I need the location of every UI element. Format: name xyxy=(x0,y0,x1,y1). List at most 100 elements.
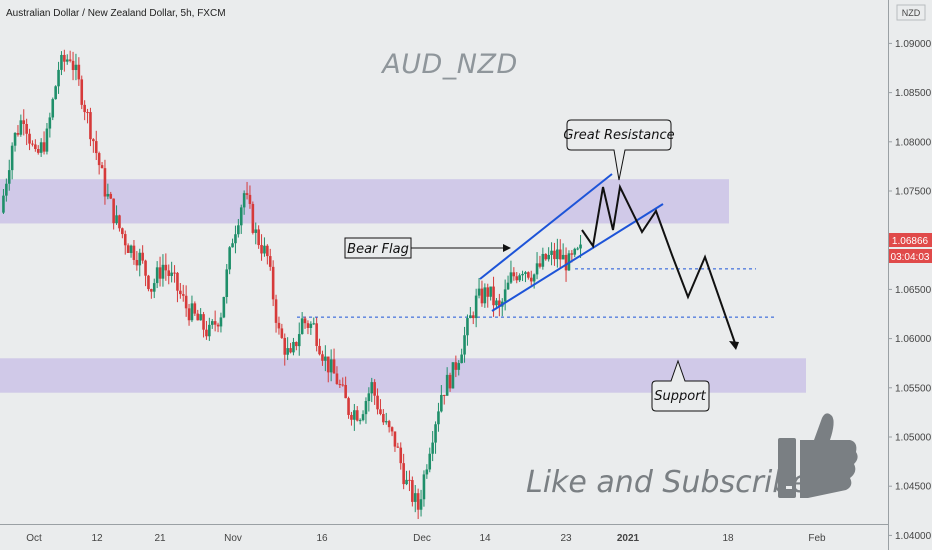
candle xyxy=(68,50,72,63)
candle xyxy=(22,109,26,136)
price-tick-label: 1.06500 xyxy=(895,285,932,296)
candle xyxy=(106,183,110,200)
candle xyxy=(483,283,487,308)
candle xyxy=(42,131,46,155)
candle xyxy=(158,256,162,287)
price-tick-label: 1.04500 xyxy=(895,482,932,493)
candle xyxy=(135,251,139,271)
candle xyxy=(416,488,420,520)
candle xyxy=(442,394,446,405)
currency-badge[interactable]: NZD xyxy=(902,8,921,18)
candle xyxy=(86,108,89,124)
candle xyxy=(295,341,298,351)
candle xyxy=(109,191,113,200)
candle xyxy=(208,317,211,341)
candle xyxy=(306,320,310,335)
candle xyxy=(248,185,252,209)
zone-resistance xyxy=(0,179,729,224)
candle xyxy=(237,218,240,238)
candle xyxy=(77,57,81,86)
countdown-tag xyxy=(889,249,932,263)
time-tick-label: 12 xyxy=(91,533,103,544)
candle xyxy=(63,49,66,72)
candle xyxy=(324,345,327,372)
candle xyxy=(170,261,173,283)
candle xyxy=(460,348,463,364)
candle xyxy=(205,320,208,340)
time-axis-background xyxy=(0,524,932,550)
candle xyxy=(141,245,144,264)
time-tick-label: 21 xyxy=(154,533,166,544)
candle xyxy=(19,114,23,137)
candle xyxy=(152,278,156,299)
candle xyxy=(303,316,307,329)
price-tick-label: 1.08000 xyxy=(895,137,932,148)
candle xyxy=(103,159,107,205)
current-price-value: 1.06866 xyxy=(892,236,929,247)
price-tick-label: 1.05000 xyxy=(895,433,932,444)
time-axis: Oct 12 21 Nov 16 Dec 14 23 2021 18 Feb xyxy=(26,533,826,544)
candle xyxy=(434,421,437,454)
candle xyxy=(54,85,57,100)
candle xyxy=(315,317,318,352)
candle xyxy=(150,288,153,299)
candle xyxy=(463,326,466,363)
candle xyxy=(231,238,234,248)
candle xyxy=(147,274,150,292)
candle xyxy=(553,242,556,266)
candle xyxy=(428,447,432,473)
candle xyxy=(123,230,127,255)
candle xyxy=(31,140,34,147)
candle xyxy=(486,283,490,308)
candle xyxy=(242,190,246,215)
candle xyxy=(379,399,382,416)
candle xyxy=(506,275,510,290)
candle xyxy=(7,159,11,191)
candle xyxy=(411,476,414,507)
candle xyxy=(57,61,60,94)
candle xyxy=(471,311,475,325)
channel-lower-line xyxy=(491,203,664,312)
projection-path xyxy=(581,183,737,347)
candle xyxy=(364,397,368,424)
candle xyxy=(10,142,14,180)
candle xyxy=(408,470,411,492)
candle xyxy=(286,337,289,361)
candle xyxy=(538,255,542,269)
candle xyxy=(289,342,292,354)
candle xyxy=(222,296,226,319)
candle xyxy=(266,244,269,265)
projection-arrowhead xyxy=(729,341,739,350)
candle xyxy=(350,411,353,426)
candle xyxy=(527,271,530,280)
candle xyxy=(300,312,304,335)
candle xyxy=(228,246,231,275)
symbol-title: Australian Dollar / New Zealand Dollar, … xyxy=(6,8,226,19)
candle xyxy=(353,403,356,431)
candle xyxy=(532,273,536,289)
candle xyxy=(45,123,49,155)
candle xyxy=(167,264,171,285)
candle xyxy=(524,270,527,283)
candle xyxy=(335,366,339,385)
price-tick-label: 1.09000 xyxy=(895,39,932,50)
candle xyxy=(454,355,458,378)
candle xyxy=(474,288,478,328)
candle xyxy=(544,253,548,261)
candle xyxy=(251,201,255,235)
time-tick-label: 23 xyxy=(560,533,572,544)
currency-badge-box[interactable] xyxy=(896,4,926,21)
candle xyxy=(5,178,8,202)
candle xyxy=(126,243,130,253)
price-axis: 1.100001.090001.085001.080001.075001.070… xyxy=(888,39,932,542)
candle xyxy=(521,270,524,282)
candle xyxy=(112,198,115,230)
candle xyxy=(13,132,17,152)
candle xyxy=(338,379,342,389)
candle xyxy=(309,321,313,335)
candle xyxy=(2,189,5,215)
candle xyxy=(390,426,394,437)
candle xyxy=(326,356,330,383)
candle xyxy=(318,338,321,356)
